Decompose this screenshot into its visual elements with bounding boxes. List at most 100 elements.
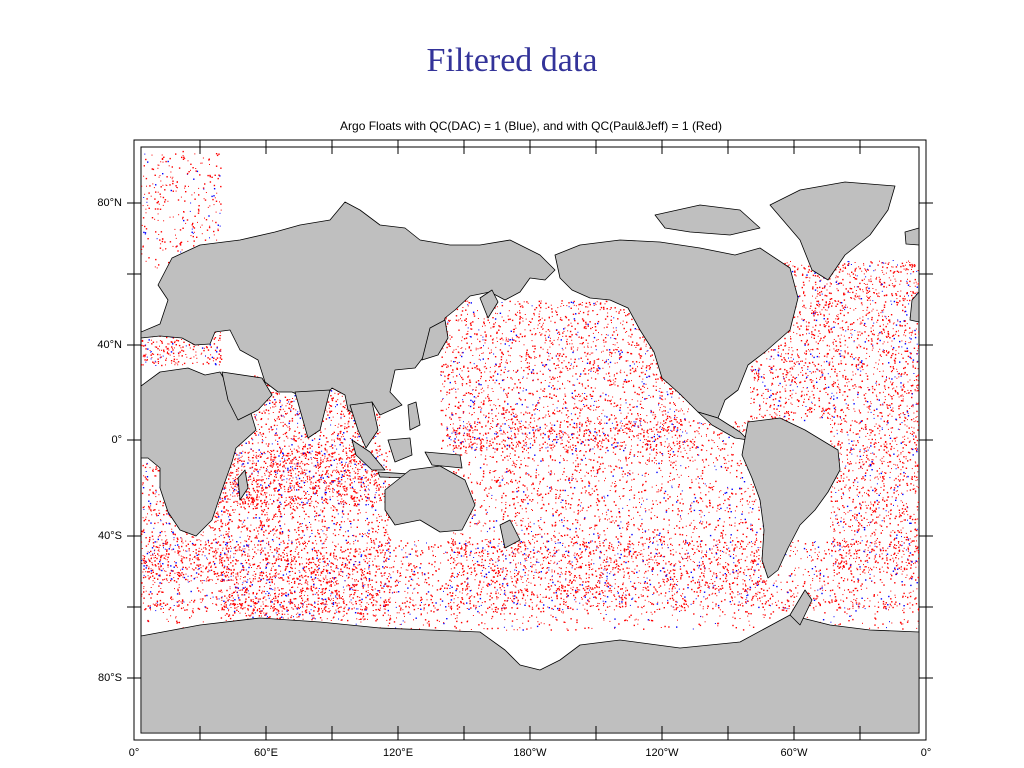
float-point-paul-jeff: [464, 440, 466, 442]
float-point-dac: [486, 531, 488, 533]
float-point-paul-jeff: [574, 328, 576, 330]
float-point-paul-jeff: [684, 441, 686, 443]
float-point-paul-jeff: [543, 390, 545, 392]
float-point-paul-jeff: [550, 433, 552, 435]
float-point-paul-jeff: [566, 593, 568, 595]
float-point-paul-jeff: [722, 566, 724, 568]
float-point-paul-jeff: [553, 388, 555, 390]
float-point-paul-jeff: [712, 506, 714, 509]
float-point-paul-jeff: [548, 553, 549, 555]
float-point-paul-jeff: [520, 399, 522, 401]
float-point-paul-jeff: [604, 398, 606, 400]
float-point-paul-jeff: [663, 518, 665, 520]
float-point-paul-jeff: [668, 519, 670, 521]
float-point-paul-jeff: [465, 588, 467, 590]
float-point-paul-jeff: [492, 326, 494, 328]
float-point-paul-jeff: [549, 396, 551, 399]
float-point-paul-jeff: [500, 568, 502, 570]
float-point-paul-jeff: [244, 451, 246, 454]
float-point-paul-jeff: [494, 476, 495, 478]
float-point-paul-jeff: [498, 485, 500, 487]
float-point-paul-jeff: [485, 523, 487, 525]
float-point-paul-jeff: [524, 399, 526, 401]
float-point-paul-jeff: [731, 459, 733, 462]
float-point-paul-jeff: [698, 427, 700, 429]
float-point-dac: [493, 526, 495, 528]
float-point-paul-jeff: [585, 404, 588, 407]
float-point-paul-jeff: [758, 506, 760, 508]
float-point-paul-jeff: [638, 552, 640, 553]
float-point-dac: [617, 442, 619, 444]
float-point-paul-jeff: [546, 485, 548, 487]
float-point-paul-jeff: [623, 571, 625, 573]
float-point-paul-jeff: [567, 410, 569, 412]
float-point-dac: [708, 587, 710, 589]
float-point-paul-jeff: [626, 505, 628, 506]
float-point-paul-jeff: [588, 564, 590, 566]
float-point-paul-jeff: [632, 406, 634, 408]
float-point-paul-jeff: [683, 413, 685, 415]
float-point-paul-jeff: [454, 433, 457, 436]
float-point-paul-jeff: [465, 589, 466, 591]
float-point-paul-jeff: [612, 379, 614, 381]
float-point-paul-jeff: [551, 472, 553, 474]
float-point-paul-jeff: [676, 437, 678, 439]
float-point-paul-jeff: [531, 415, 533, 417]
float-point-paul-jeff: [500, 425, 502, 427]
float-point-paul-jeff: [652, 500, 654, 502]
float-point-paul-jeff: [475, 548, 477, 550]
float-point-paul-jeff: [612, 384, 614, 385]
float-point-paul-jeff: [482, 434, 484, 436]
float-point-dac: [483, 575, 486, 578]
float-point-paul-jeff: [753, 493, 755, 495]
float-point-paul-jeff: [650, 558, 652, 560]
float-point-paul-jeff: [552, 513, 554, 515]
float-point-paul-jeff: [519, 355, 521, 357]
float-point-paul-jeff: [467, 583, 469, 585]
float-point-dac: [494, 433, 496, 435]
float-point-paul-jeff: [675, 409, 677, 411]
float-point-paul-jeff: [627, 521, 630, 523]
float-point-paul-jeff: [442, 399, 443, 401]
float-point-paul-jeff: [674, 434, 677, 436]
float-point-paul-jeff: [606, 326, 608, 328]
float-point-dac: [594, 400, 596, 402]
float-point-paul-jeff: [547, 436, 550, 438]
float-point-paul-jeff: [592, 435, 595, 437]
float-point-paul-jeff: [539, 494, 541, 496]
float-point-paul-jeff: [482, 470, 485, 472]
float-point-paul-jeff: [494, 307, 496, 309]
float-point-paul-jeff: [699, 522, 701, 524]
float-point-paul-jeff: [639, 417, 641, 419]
float-point-paul-jeff: [621, 598, 624, 601]
float-point-paul-jeff: [542, 596, 544, 598]
float-point-paul-jeff: [552, 429, 554, 431]
float-point-paul-jeff: [744, 569, 746, 571]
float-point-paul-jeff: [610, 403, 612, 405]
float-point-paul-jeff: [544, 441, 546, 443]
float-point-paul-jeff: [458, 401, 460, 404]
float-point-paul-jeff: [563, 330, 565, 332]
float-point-paul-jeff: [467, 333, 469, 335]
float-point-paul-jeff: [523, 344, 525, 346]
float-point-paul-jeff: [592, 390, 594, 393]
float-point-paul-jeff: [654, 529, 656, 531]
float-point-paul-jeff: [613, 594, 615, 596]
float-point-paul-jeff: [506, 573, 508, 576]
float-point-paul-jeff: [468, 302, 470, 304]
float-point-paul-jeff: [662, 540, 664, 542]
float-point-paul-jeff: [486, 449, 488, 451]
float-point-paul-jeff: [494, 438, 496, 440]
float-point-paul-jeff: [551, 341, 553, 343]
float-point-paul-jeff: [497, 398, 499, 400]
float-point-paul-jeff: [535, 560, 537, 562]
float-point-dac: [569, 528, 571, 531]
float-point-paul-jeff: [498, 443, 501, 445]
float-point-paul-jeff: [718, 448, 720, 450]
float-point-paul-jeff: [676, 440, 678, 442]
float-point-paul-jeff: [470, 328, 472, 330]
float-point-paul-jeff: [468, 375, 470, 377]
float-point-paul-jeff: [625, 331, 627, 333]
float-point-paul-jeff: [571, 433, 573, 435]
